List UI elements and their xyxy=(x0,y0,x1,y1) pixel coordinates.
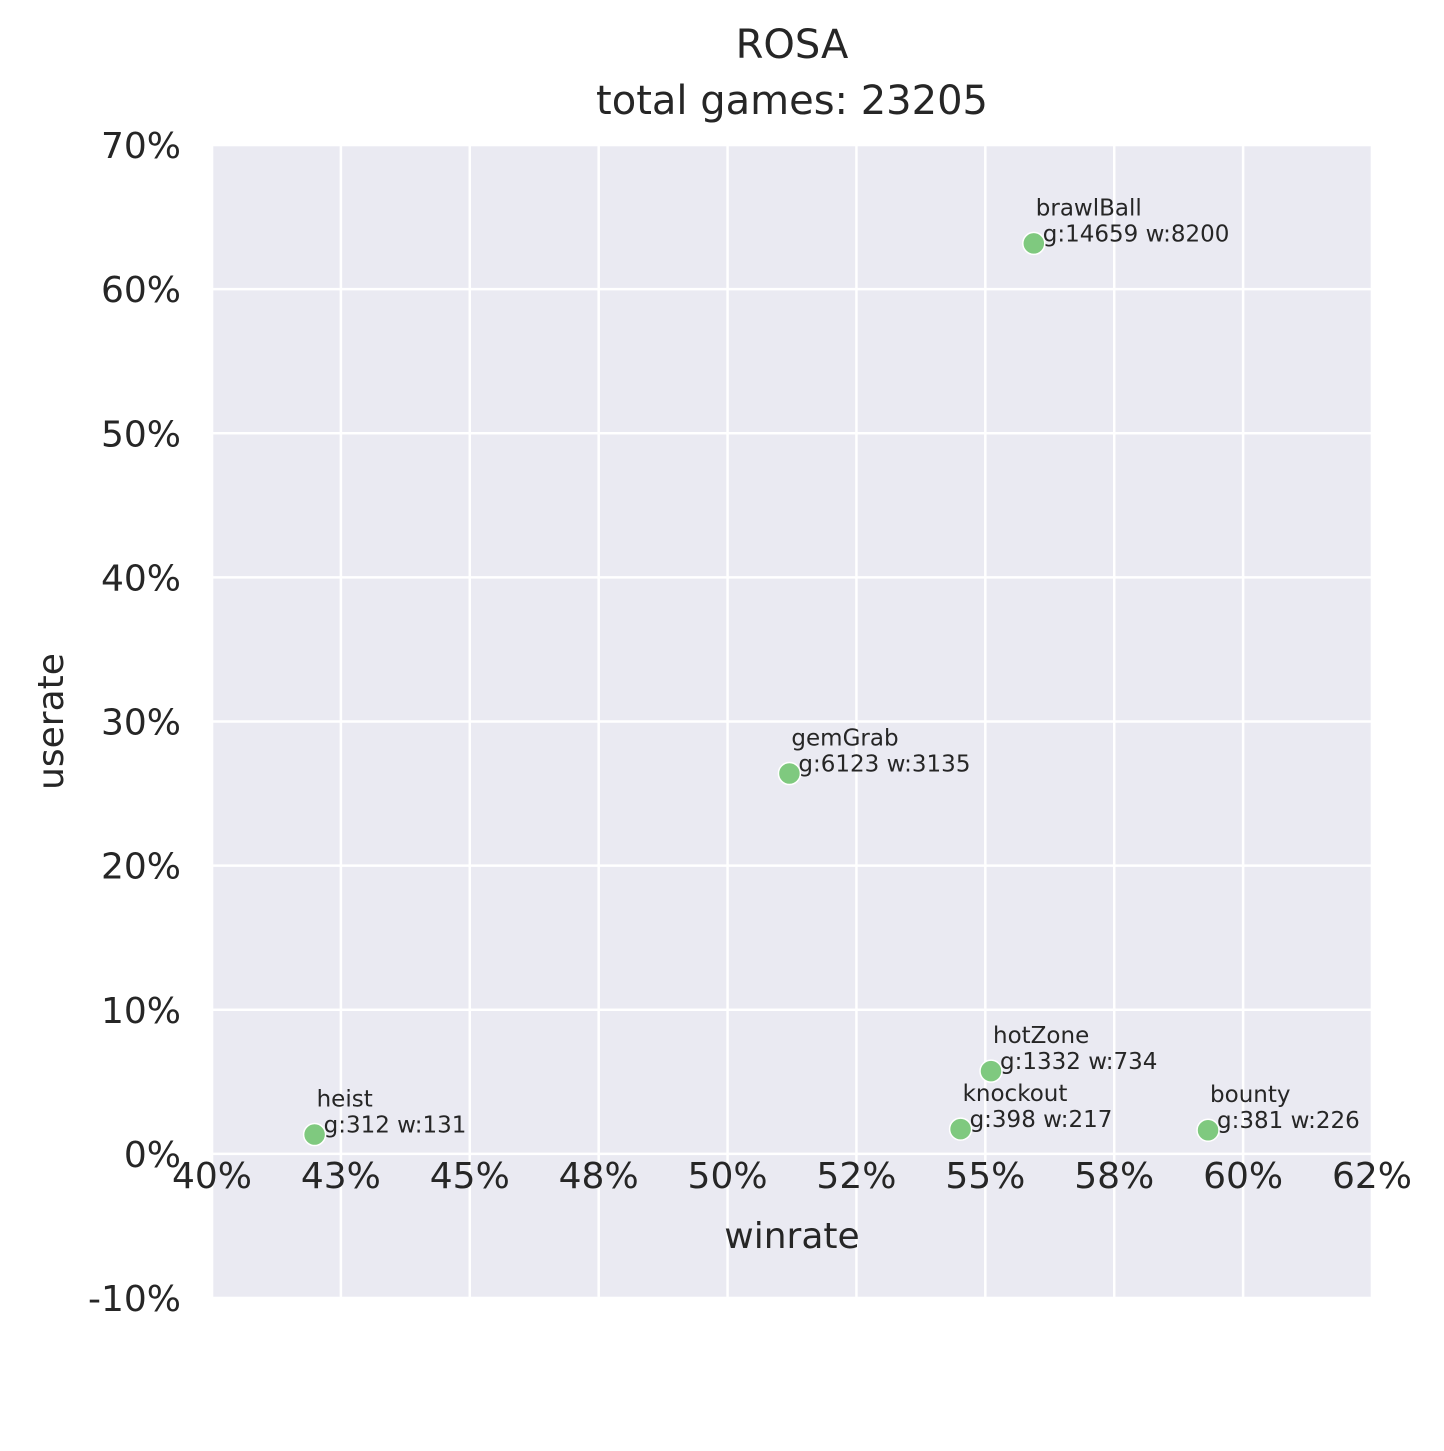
scatter-point xyxy=(1022,231,1046,256)
y-tick-label: 0% xyxy=(124,1135,181,1176)
scatter-point xyxy=(1196,1118,1220,1142)
x-tick-label: 55% xyxy=(945,1156,1025,1197)
chart-subtitle: total games: 23205 xyxy=(596,78,988,124)
point-name-label: hotZone xyxy=(993,1023,1089,1049)
y-tick-label: 20% xyxy=(101,847,181,888)
scatter-point xyxy=(948,1117,973,1141)
y-tick-label: -10% xyxy=(88,1279,181,1320)
data-points xyxy=(302,231,1220,1147)
y-tick-label: 40% xyxy=(101,558,181,599)
scatter-point xyxy=(777,761,802,786)
y-axis-ticks: -10% 0% 10% 20% 30% 40% 50% 60% 70% xyxy=(88,126,181,1320)
y-tick-label: 50% xyxy=(101,414,181,455)
x-axis-ticks: 40% 43% 45% 48% 50% 52% 55% 58% 60% 62% xyxy=(172,1156,1412,1197)
y-tick-label: 30% xyxy=(101,703,181,744)
point-name-label: heist xyxy=(317,1087,373,1113)
point-stats-label: g:6123 w:3135 xyxy=(798,752,970,778)
point-stats-label: g:398 w:217 xyxy=(970,1107,1113,1133)
x-tick-label: 45% xyxy=(430,1156,510,1197)
point-name-label: knockout xyxy=(963,1081,1068,1107)
x-tick-label: 62% xyxy=(1332,1156,1412,1197)
x-tick-label: 52% xyxy=(816,1156,896,1197)
point-stats-label: g:1332 w:734 xyxy=(1000,1049,1157,1075)
y-tick-label: 70% xyxy=(101,126,181,167)
point-stats-label: g:381 w:226 xyxy=(1217,1108,1360,1134)
x-tick-label: 58% xyxy=(1074,1156,1154,1197)
point-name-label: bounty xyxy=(1210,1082,1290,1108)
y-tick-label: 10% xyxy=(101,991,181,1032)
x-tick-label: 48% xyxy=(559,1156,639,1197)
point-name-label: gemGrab xyxy=(791,726,898,752)
grid-lines xyxy=(210,143,1374,1300)
y-tick-label: 60% xyxy=(101,270,181,311)
x-tick-label: 43% xyxy=(301,1156,381,1197)
scatter-point xyxy=(979,1059,1003,1083)
x-tick-label: 60% xyxy=(1203,1156,1283,1197)
x-axis-label: winrate xyxy=(724,1216,859,1257)
scatter-point xyxy=(302,1122,327,1147)
y-axis-label: userate xyxy=(31,653,72,790)
chart-title: ROSA xyxy=(735,22,849,68)
point-stats-label: g:14659 w:8200 xyxy=(1043,221,1230,247)
point-name-label: brawlBall xyxy=(1036,195,1142,221)
point-stats-label: g:312 w:131 xyxy=(324,1113,467,1139)
x-tick-label: 40% xyxy=(172,1156,252,1197)
x-tick-label: 50% xyxy=(688,1156,768,1197)
